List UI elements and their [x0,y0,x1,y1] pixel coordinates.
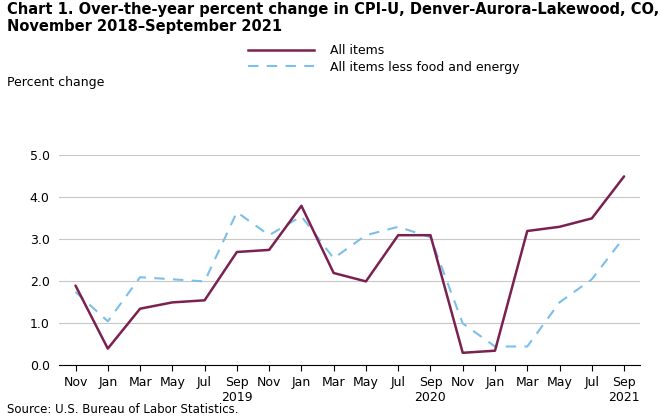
Text: Percent change: Percent change [7,76,104,89]
Text: Chart 1. Over-the-year percent change in CPI-U, Denver-Aurora-Lakewood, CO,: Chart 1. Over-the-year percent change in… [7,2,659,17]
Text: All items less food and energy: All items less food and energy [330,61,519,74]
Text: Source: U.S. Bureau of Labor Statistics.: Source: U.S. Bureau of Labor Statistics. [7,403,238,416]
Text: All items: All items [330,44,384,57]
Text: November 2018–September 2021: November 2018–September 2021 [7,19,282,34]
